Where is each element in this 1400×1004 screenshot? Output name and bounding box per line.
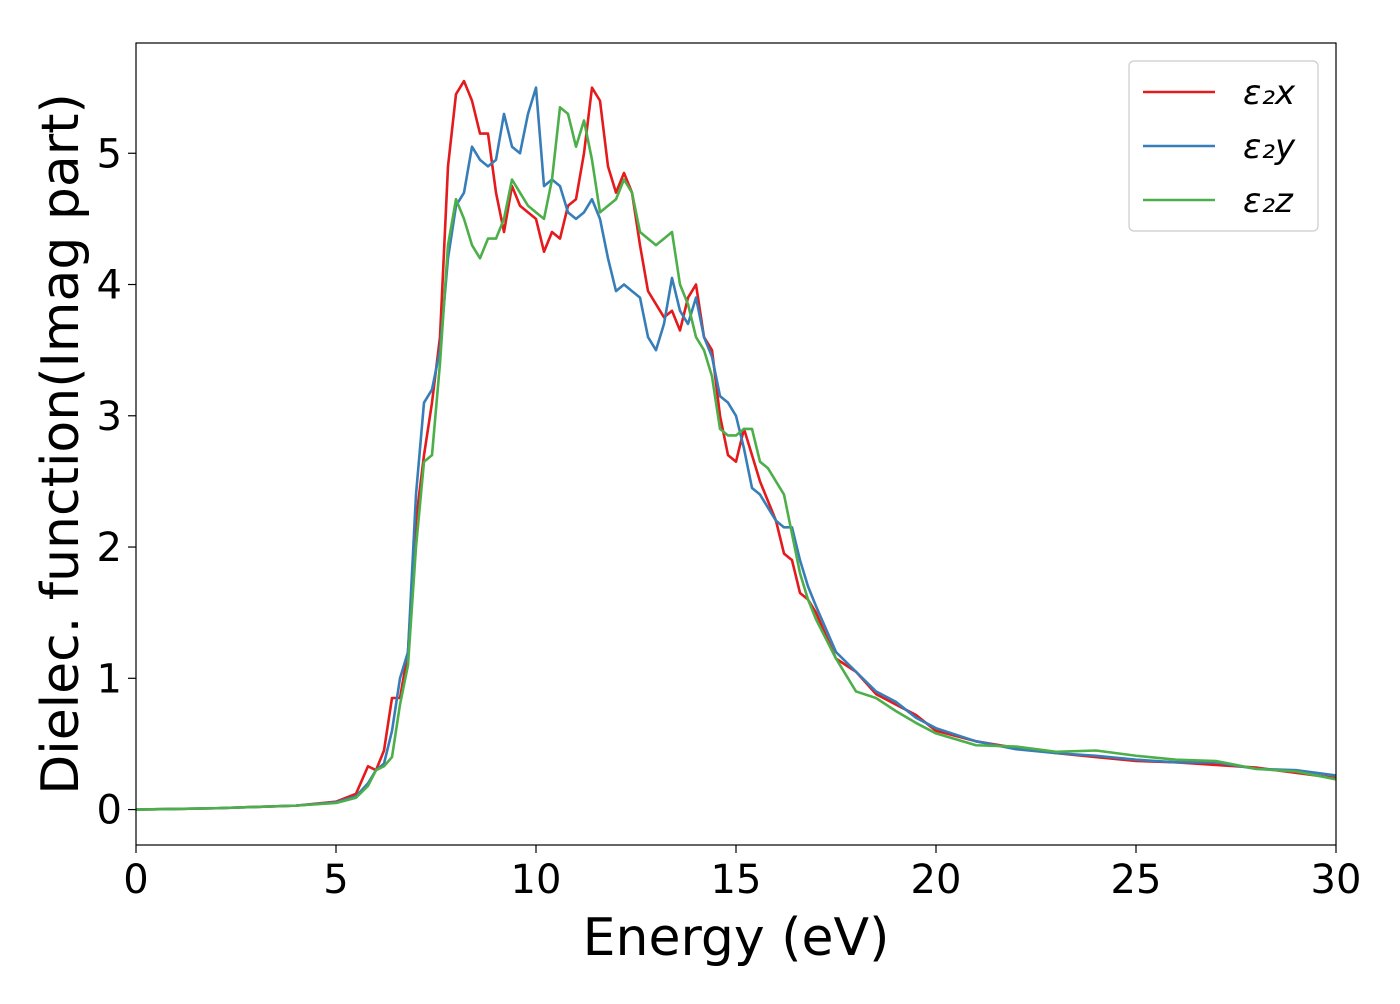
x-axis-label: Energy (eV) bbox=[583, 908, 890, 968]
y-tick-label: 4 bbox=[97, 263, 122, 309]
legend-box bbox=[1128, 60, 1319, 232]
x-tick-label: 0 bbox=[123, 857, 148, 903]
y-tick-label: 5 bbox=[97, 131, 122, 177]
y-tick-label: 0 bbox=[97, 788, 122, 834]
legend-label: ε₂x bbox=[1243, 73, 1296, 113]
y-tick-label: 3 bbox=[97, 394, 122, 440]
x-tick-label: 5 bbox=[323, 857, 348, 903]
x-tick-label: 30 bbox=[1311, 857, 1362, 903]
y-tick-label: 2 bbox=[97, 525, 122, 571]
series-line bbox=[136, 86, 1336, 811]
x-tick-label: 10 bbox=[511, 857, 562, 903]
legend-label: ε₂y bbox=[1243, 127, 1296, 167]
series-line bbox=[136, 106, 1336, 811]
plot-frame bbox=[135, 42, 1337, 846]
y-tick-label: 1 bbox=[97, 656, 122, 702]
y-axis-label: Dielec. function(Imag part) bbox=[31, 93, 91, 795]
x-tick-label: 25 bbox=[1111, 857, 1162, 903]
series-line bbox=[136, 79, 1336, 811]
x-tick-label: 15 bbox=[711, 857, 762, 903]
x-tick-label: 20 bbox=[911, 857, 962, 903]
legend-label: ε₂z bbox=[1243, 181, 1294, 221]
